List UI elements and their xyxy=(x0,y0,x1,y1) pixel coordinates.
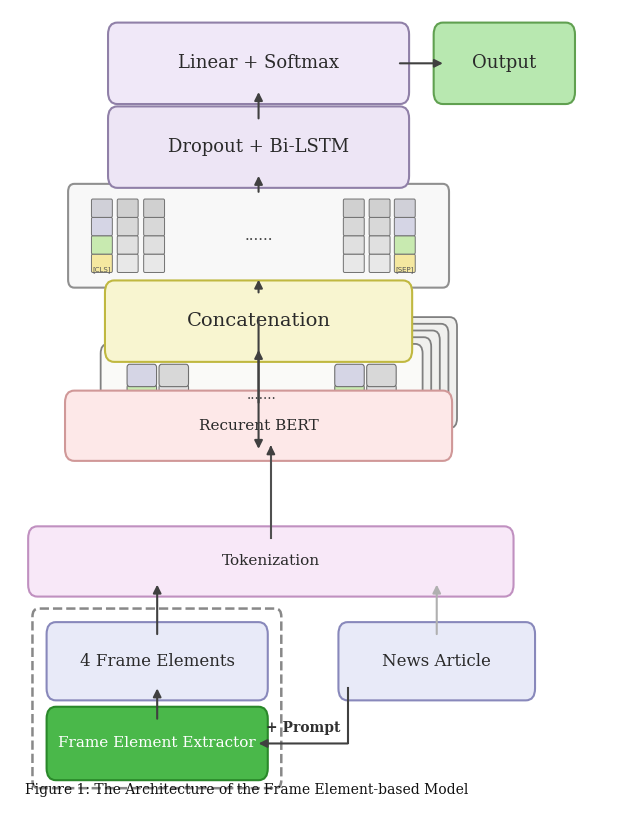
FancyBboxPatch shape xyxy=(108,22,409,104)
FancyBboxPatch shape xyxy=(335,365,364,387)
FancyBboxPatch shape xyxy=(369,254,390,272)
FancyBboxPatch shape xyxy=(367,365,396,387)
FancyBboxPatch shape xyxy=(143,217,164,235)
Text: + Prompt: + Prompt xyxy=(266,722,340,736)
FancyBboxPatch shape xyxy=(143,235,164,254)
Text: Frame Element Extractor: Frame Element Extractor xyxy=(58,737,256,751)
FancyBboxPatch shape xyxy=(92,235,113,254)
FancyBboxPatch shape xyxy=(127,404,157,426)
Text: ......: ...... xyxy=(244,229,273,243)
Text: News Article: News Article xyxy=(382,653,491,670)
FancyBboxPatch shape xyxy=(127,384,157,407)
Text: Tokenization: Tokenization xyxy=(222,555,320,569)
FancyBboxPatch shape xyxy=(369,217,390,235)
FancyBboxPatch shape xyxy=(343,199,364,217)
FancyBboxPatch shape xyxy=(369,199,390,217)
FancyBboxPatch shape xyxy=(143,199,164,217)
FancyBboxPatch shape xyxy=(92,217,113,235)
Text: Concatenation: Concatenation xyxy=(187,312,331,330)
FancyBboxPatch shape xyxy=(367,404,396,426)
Text: Linear + Softmax: Linear + Softmax xyxy=(178,54,339,72)
FancyBboxPatch shape xyxy=(100,344,422,455)
Text: [CLS]: [CLS] xyxy=(93,267,111,273)
FancyBboxPatch shape xyxy=(118,331,440,441)
FancyBboxPatch shape xyxy=(135,317,457,428)
FancyBboxPatch shape xyxy=(394,217,415,235)
Text: Recurent BERT: Recurent BERT xyxy=(198,419,319,433)
FancyBboxPatch shape xyxy=(343,254,364,272)
FancyBboxPatch shape xyxy=(117,217,138,235)
Text: Dropout + Bi-LSTM: Dropout + Bi-LSTM xyxy=(168,138,349,156)
FancyBboxPatch shape xyxy=(127,365,157,387)
FancyBboxPatch shape xyxy=(159,404,189,426)
FancyBboxPatch shape xyxy=(117,254,138,272)
FancyBboxPatch shape xyxy=(394,235,415,254)
FancyBboxPatch shape xyxy=(143,254,164,272)
FancyBboxPatch shape xyxy=(47,707,268,780)
FancyBboxPatch shape xyxy=(434,22,575,104)
FancyBboxPatch shape xyxy=(394,199,415,217)
FancyBboxPatch shape xyxy=(65,391,452,461)
FancyBboxPatch shape xyxy=(92,199,113,217)
FancyBboxPatch shape xyxy=(117,199,138,217)
FancyBboxPatch shape xyxy=(68,184,449,288)
FancyBboxPatch shape xyxy=(343,235,364,254)
FancyBboxPatch shape xyxy=(28,527,513,597)
Text: Figure 1: The Architecture of the Frame Element-based Model: Figure 1: The Architecture of the Frame … xyxy=(25,783,468,797)
FancyBboxPatch shape xyxy=(343,217,364,235)
FancyBboxPatch shape xyxy=(367,384,396,407)
FancyBboxPatch shape xyxy=(159,365,189,387)
FancyBboxPatch shape xyxy=(117,235,138,254)
Text: 4 Frame Elements: 4 Frame Elements xyxy=(80,653,235,670)
FancyBboxPatch shape xyxy=(339,622,535,700)
Text: [SEP]: [SEP] xyxy=(396,267,414,273)
FancyBboxPatch shape xyxy=(47,622,268,700)
FancyBboxPatch shape xyxy=(105,281,412,362)
FancyBboxPatch shape xyxy=(394,254,415,272)
FancyBboxPatch shape xyxy=(369,235,390,254)
FancyBboxPatch shape xyxy=(92,254,113,272)
FancyBboxPatch shape xyxy=(108,106,409,188)
FancyBboxPatch shape xyxy=(335,404,364,426)
FancyBboxPatch shape xyxy=(159,384,189,407)
Text: .......: ....... xyxy=(247,388,276,402)
Text: Output: Output xyxy=(472,54,536,72)
FancyBboxPatch shape xyxy=(127,323,449,435)
FancyBboxPatch shape xyxy=(109,337,431,449)
FancyBboxPatch shape xyxy=(335,384,364,407)
